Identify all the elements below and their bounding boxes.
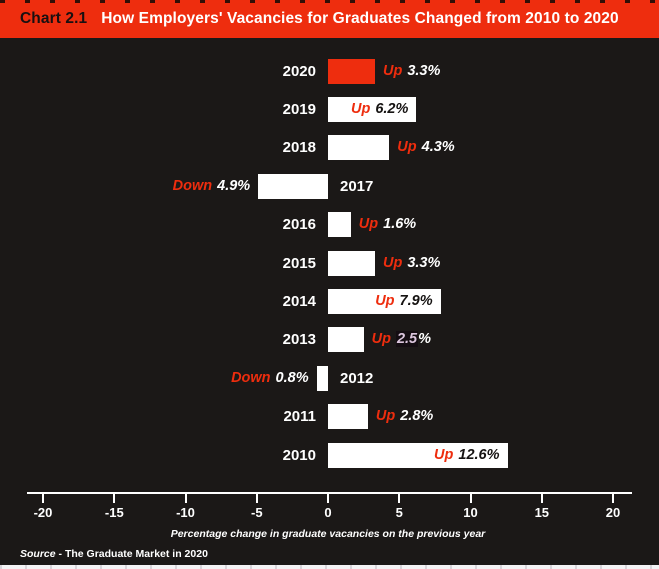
axis-tick-label: 10 [463, 505, 478, 520]
year-label-2019: 2019 [282, 100, 316, 118]
year-label-2020: 2020 [282, 62, 316, 80]
year-label-2012: 2012 [340, 369, 374, 387]
percent-value: 3.3% [407, 254, 441, 271]
direction-label: Up [383, 62, 403, 79]
value-label-2019: Up 6.2% [328, 97, 408, 122]
percent-value: 4.9% [217, 177, 251, 194]
axis-tick [255, 494, 258, 503]
top-edge-dashes [0, 0, 659, 3]
year-label-2013: 2013 [282, 331, 316, 349]
axis-tick-label: -20 [33, 505, 53, 520]
bar-2014 [328, 288, 441, 314]
percent-value: 12.6% [458, 446, 500, 463]
direction-label: Down [231, 369, 271, 386]
axis-tick-label: 20 [605, 505, 621, 520]
source-note: Source - The Graduate Market in 2020 [20, 548, 208, 560]
axis-tick-label: 5 [395, 505, 403, 520]
axis-tick-label: -15 [104, 505, 124, 520]
year-label-2014: 2014 [282, 292, 316, 310]
value-label-2014: Up 7.9% [328, 289, 433, 314]
axis-tick [113, 494, 116, 503]
axis-tick-label: 15 [534, 505, 550, 520]
direction-label: Up [375, 292, 395, 309]
direction-label: Up [383, 254, 403, 271]
year-label-2011: 2011 [283, 408, 316, 426]
chart-number: Chart 2.1 [20, 10, 88, 27]
bar-2019 [328, 96, 417, 122]
direction-label: Up [434, 446, 454, 463]
axis-tick [42, 494, 44, 503]
axis-tick [612, 494, 614, 503]
direction-label: Up [371, 331, 391, 348]
bar-2016 [328, 212, 351, 238]
value-label-2020: Up 3.3% [383, 59, 440, 84]
year-label-2017: 2017 [340, 177, 374, 195]
chart-header: Chart 2.1 How Employers' Vacancies for G… [0, 0, 659, 38]
bar-2018 [328, 135, 390, 161]
source-text: - The Graduate Market in 2020 [55, 548, 208, 560]
chart-title: How Employers' Vacancies for Graduates C… [101, 10, 619, 27]
axis-tick-label: -10 [176, 505, 195, 520]
percent-value: 3.3% [407, 62, 441, 79]
value-label-2012: Down 0.8% [231, 366, 309, 391]
axis-caption: Percentage change in graduate vacancies … [170, 528, 486, 540]
axis-tick-label: -5 [251, 505, 263, 520]
direction-label: Up [397, 139, 417, 156]
bar-2011 [328, 404, 368, 430]
percent-value: 6.2% [375, 100, 409, 117]
x-axis-line [27, 492, 632, 494]
value-label-2017: Down 4.9% [173, 174, 251, 199]
direction-label: Up [350, 100, 371, 117]
bar-2017 [258, 173, 328, 199]
year-label-2015: 2015 [282, 254, 316, 272]
source-label: Source [20, 548, 56, 560]
bar-2013 [328, 327, 364, 353]
value-label-2013: Up 2.5% [372, 327, 431, 352]
axis-tick-label: 0 [324, 505, 332, 520]
bar-2015 [328, 250, 375, 276]
value-label-2010: Up 12.6% [328, 443, 500, 468]
percent-value: 2.8% [400, 408, 434, 425]
axis-tick [184, 494, 187, 503]
bottom-edge-dashes [0, 565, 659, 569]
axis-tick [327, 494, 329, 503]
year-label-2016: 2016 [282, 216, 316, 234]
year-label-2010: 2010 [282, 446, 316, 464]
direction-label: Up [358, 216, 379, 233]
value-label-2011: Up 2.8% [376, 404, 433, 429]
value-label-2018: Up 4.3% [397, 135, 454, 160]
direction-label: Down [172, 177, 213, 194]
axis-tick [469, 494, 472, 503]
bottom-edge-strip [0, 565, 659, 569]
value-label-2015: Up 3.3% [383, 251, 440, 276]
percent-value: 2.5% [395, 331, 432, 348]
percent-value: 1.6% [383, 216, 417, 233]
bar-2012 [316, 365, 328, 391]
percent-value: 0.8% [275, 369, 309, 386]
percent-value: 7.9% [399, 292, 433, 309]
axis-tick [540, 494, 543, 503]
percent-value: 4.3% [421, 139, 455, 156]
bar-2020 [328, 58, 375, 84]
bar-2010 [328, 442, 508, 468]
year-label-2018: 2018 [282, 139, 316, 157]
value-label-2016: Up 1.6% [359, 212, 416, 237]
direction-label: Up [375, 408, 396, 425]
axis-tick [398, 494, 401, 503]
